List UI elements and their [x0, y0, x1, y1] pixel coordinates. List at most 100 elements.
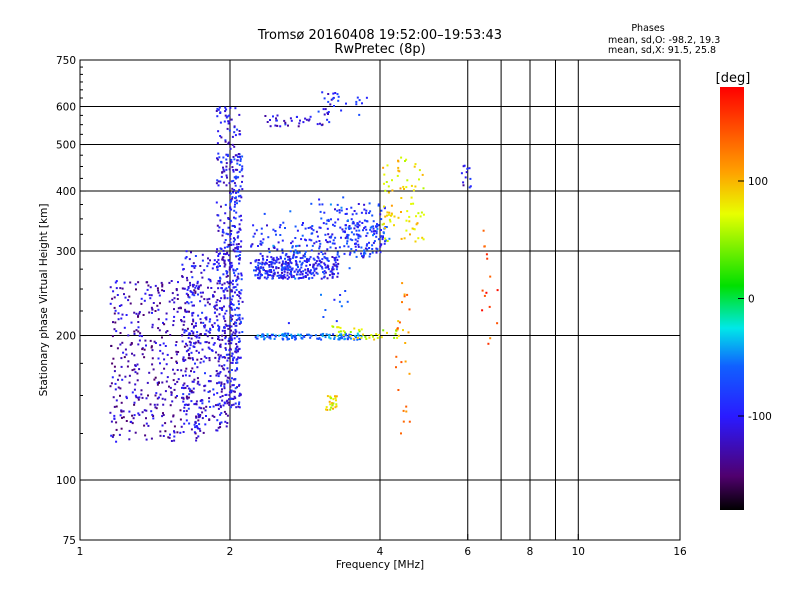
- data-point: [186, 288, 189, 291]
- data-point: [186, 279, 189, 282]
- data-point: [341, 228, 344, 231]
- data-point: [217, 255, 220, 257]
- data-point: [348, 228, 351, 230]
- data-point: [384, 227, 387, 230]
- data-point: [137, 396, 140, 399]
- data-point: [225, 165, 228, 168]
- data-point: [281, 260, 284, 263]
- data-point: [486, 257, 489, 260]
- data-point: [395, 355, 398, 358]
- data-point: [331, 402, 334, 405]
- data-point: [204, 317, 207, 319]
- data-point: [192, 285, 195, 288]
- data-point: [195, 437, 198, 439]
- data-point: [256, 273, 259, 276]
- data-point: [134, 364, 137, 367]
- data-point: [310, 273, 313, 276]
- data-point: [216, 299, 219, 301]
- data-point: [230, 355, 233, 358]
- data-point: [327, 100, 330, 103]
- data-point: [381, 223, 384, 226]
- data-point: [191, 312, 194, 315]
- data-point: [207, 286, 209, 289]
- data-point: [483, 245, 486, 248]
- data-point: [133, 330, 136, 333]
- data-point: [327, 111, 330, 113]
- data-point: [235, 191, 237, 194]
- data-point: [230, 389, 233, 392]
- data-point: [130, 420, 133, 423]
- data-point: [337, 330, 340, 333]
- data-point: [252, 235, 255, 238]
- data-point: [214, 307, 217, 310]
- data-point: [208, 341, 211, 344]
- data-point: [239, 133, 242, 136]
- data-point: [259, 267, 262, 270]
- data-point: [230, 118, 233, 121]
- data-point: [231, 318, 233, 321]
- data-point: [229, 326, 231, 328]
- data-point: [237, 155, 239, 158]
- data-point: [193, 403, 196, 406]
- data-point: [232, 357, 235, 360]
- data-point: [356, 96, 359, 99]
- data-point: [159, 430, 162, 433]
- data-point: [240, 169, 243, 172]
- data-point: [323, 256, 326, 259]
- data-point: [236, 248, 239, 250]
- data-point: [229, 264, 232, 267]
- data-point: [271, 277, 274, 280]
- data-point: [121, 416, 123, 419]
- data-point: [198, 286, 200, 288]
- data-point: [373, 233, 376, 235]
- data-point: [363, 252, 365, 255]
- data-point: [148, 371, 151, 374]
- data-point: [400, 156, 403, 159]
- data-point: [356, 338, 359, 341]
- data-point: [349, 227, 352, 230]
- data-point: [360, 246, 363, 249]
- data-point: [338, 300, 341, 303]
- data-point: [292, 335, 295, 338]
- data-point: [232, 248, 235, 251]
- data-point: [172, 414, 175, 417]
- data-point: [270, 265, 273, 268]
- data-point: [235, 319, 238, 322]
- data-point: [296, 115, 298, 118]
- data-point: [233, 205, 236, 208]
- data-point: [150, 345, 153, 348]
- data-point: [403, 188, 405, 190]
- data-point: [195, 416, 198, 419]
- data-point: [114, 382, 117, 385]
- data-point: [230, 308, 233, 311]
- data-point: [113, 414, 116, 417]
- data-point: [144, 434, 147, 437]
- data-point: [262, 335, 265, 338]
- data-point: [241, 180, 243, 183]
- data-point: [270, 262, 273, 265]
- data-point: [313, 258, 316, 261]
- data-point: [198, 406, 201, 409]
- data-point: [229, 234, 232, 237]
- data-point: [335, 405, 338, 408]
- data-point: [269, 125, 272, 128]
- data-point: [179, 418, 182, 421]
- data-point: [233, 176, 236, 179]
- data-point: [193, 266, 196, 269]
- data-point: [163, 290, 165, 292]
- data-point: [301, 224, 304, 226]
- data-point: [230, 298, 233, 301]
- data-point: [338, 246, 341, 249]
- data-point: [224, 106, 227, 109]
- data-point: [228, 268, 231, 271]
- data-point: [348, 253, 351, 256]
- data-point: [155, 407, 158, 410]
- data-point: [412, 189, 415, 192]
- data-point: [372, 227, 375, 230]
- data-point: [282, 221, 285, 224]
- data-point: [123, 281, 126, 284]
- data-point: [288, 269, 291, 272]
- data-point: [203, 298, 206, 301]
- data-point: [211, 337, 214, 340]
- data-point: [353, 227, 356, 230]
